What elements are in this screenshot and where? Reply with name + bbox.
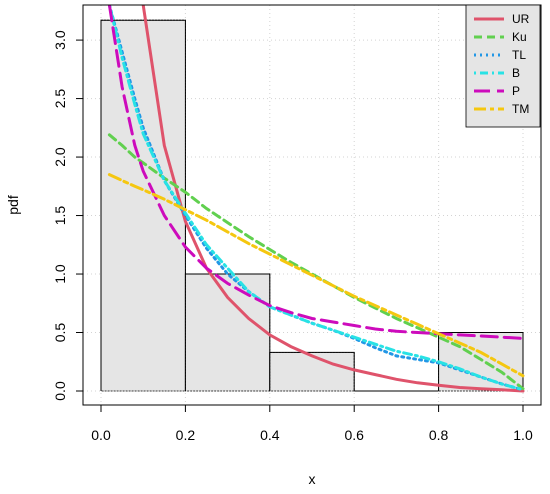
series-line-b: [107, 5, 525, 392]
histogram-bar-edge: [269, 351, 355, 391]
y-tick-label: 1.0: [52, 264, 68, 284]
y-tick-label: 3.0: [52, 30, 68, 50]
histogram-bar: [438, 332, 523, 391]
y-tick-label: 0.0: [52, 381, 68, 401]
legend-label-b: B: [512, 66, 520, 80]
y-axis: 0.0 0.5 1.0 1.5 2.0 2.5 3.0: [52, 30, 84, 401]
y-tick-label: 0.5: [52, 323, 68, 343]
x-tick-label: 0.6: [344, 427, 364, 443]
x-tick-label: 0.0: [91, 427, 111, 443]
legend-label-tl: TL: [512, 48, 526, 62]
series-lines: [107, 5, 525, 393]
histogram: [100, 19, 524, 392]
legend-label-ur: UR: [512, 12, 530, 26]
histogram-bar: [269, 352, 355, 391]
x-tick-label: 1.0: [513, 427, 533, 443]
legend-box: [465, 4, 541, 128]
x-tick-label: 0.8: [429, 427, 449, 443]
series-line-tm: [107, 173, 525, 378]
x-tick-label: 0.2: [176, 427, 196, 443]
legend-label-tm: TM: [512, 102, 529, 116]
legend: UR Ku TL BP TM: [465, 4, 541, 128]
series-line-ku: [107, 133, 525, 391]
histogram-bar: [101, 20, 186, 392]
y-axis-label: pdf: [5, 195, 21, 215]
legend-label-ku: Ku: [512, 30, 527, 44]
y-tick-label: 2.0: [52, 147, 68, 167]
histogram-bar-edge: [100, 19, 186, 391]
y-tick-label: 2.5: [52, 89, 68, 109]
x-tick-label: 0.4: [260, 427, 280, 443]
y-tick-label: 1.5: [52, 206, 68, 226]
x-axis: 0.0 0.2 0.4 0.6 0.8 1.0: [91, 404, 533, 443]
legend-label-p: P: [512, 84, 520, 98]
histogram-bar: [185, 274, 270, 391]
x-axis-label: x: [309, 471, 316, 487]
